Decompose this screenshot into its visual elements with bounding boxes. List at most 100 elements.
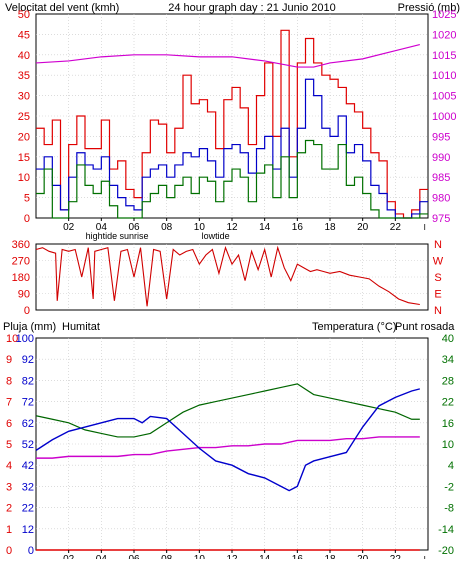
wind-y-tick-label: 40 bbox=[18, 50, 30, 62]
humidity-y-tick-label: 12 bbox=[22, 524, 34, 536]
rain-y-tick-label: 8 bbox=[6, 375, 12, 387]
pressure-y-tick-label: 985 bbox=[432, 172, 450, 184]
wind-y-tick-label: 5 bbox=[24, 193, 30, 205]
pressure-y-tick-label: 975 bbox=[432, 213, 450, 225]
rain-y-tick-label: 6 bbox=[6, 418, 12, 430]
temperature-y-tick-label: 40 bbox=[442, 333, 454, 345]
wind-y-tick-label: 10 bbox=[18, 172, 30, 184]
rain-y-tick-label: 2 bbox=[6, 503, 12, 515]
wind-tide-sun-annotation: hightide bbox=[86, 231, 118, 241]
pressure-y-tick-label: 1005 bbox=[432, 91, 456, 103]
pressure-y-tick-label: 990 bbox=[432, 152, 450, 164]
pressure-y-tick-label: 1000 bbox=[432, 111, 456, 123]
rain-y-tick-label: 9 bbox=[6, 354, 12, 366]
rain-axis-label: Pluja (mm) bbox=[3, 321, 56, 333]
climate-x-tick-label: 04 bbox=[96, 554, 108, 559]
wind-y-tick-label: 30 bbox=[18, 91, 30, 103]
humidity-y-tick-label: 52 bbox=[22, 439, 34, 451]
climate-x-tick-label: 10 bbox=[194, 554, 206, 559]
temperature-y-tick-label: 34 bbox=[442, 354, 454, 366]
wind-tide-sun-annotation: lowtide bbox=[202, 231, 230, 241]
humidity-y-tick-label: 0 bbox=[28, 545, 34, 557]
wind-minimum-series bbox=[36, 139, 428, 219]
compass-tick-label: S bbox=[434, 272, 441, 284]
pressure-y-tick-label: 1015 bbox=[432, 50, 456, 62]
temperature-y-tick-label: 4 bbox=[448, 460, 454, 472]
rain-y-tick-label: 5 bbox=[6, 439, 12, 451]
climate-x-tick-label: 20 bbox=[357, 554, 369, 559]
humidity-y-tick-label: 82 bbox=[22, 375, 34, 387]
wind-axis-label: Velocitat del vent (kmh) bbox=[5, 2, 119, 14]
wind-y-tick-label: 35 bbox=[18, 70, 30, 82]
climate-x-tick-label: 02 bbox=[63, 554, 75, 559]
wind-x-tick-label: 08 bbox=[161, 222, 173, 233]
temperature-y-tick-label: 10 bbox=[442, 439, 454, 451]
climate-now-marker: I bbox=[424, 555, 426, 559]
humidity-y-tick-label: 42 bbox=[22, 460, 34, 472]
humidity-y-tick-label: 100 bbox=[16, 333, 34, 345]
humidity-y-tick-label: 92 bbox=[22, 354, 34, 366]
wind-y-tick-label: 25 bbox=[18, 111, 30, 123]
direction-y-tick-label: 270 bbox=[12, 256, 30, 268]
humidity-series bbox=[35, 388, 421, 492]
pressure-y-tick-label: 1010 bbox=[432, 70, 456, 82]
temperature-y-tick-label: -14 bbox=[438, 524, 454, 536]
rain-y-tick-label: 1 bbox=[6, 524, 12, 536]
wind-tide-sun-annotation: sunrise bbox=[119, 231, 148, 241]
pressure-y-tick-label: 980 bbox=[432, 193, 450, 205]
chart-title: 24 hour graph day : 21 Junio 2010 bbox=[168, 2, 336, 14]
wind-x-tick-label: 04 bbox=[96, 222, 108, 233]
wind-gust-series bbox=[36, 29, 428, 219]
humidity-y-tick-label: 62 bbox=[22, 418, 34, 430]
climate-x-tick-label: 22 bbox=[390, 554, 402, 559]
pressure-y-tick-label: 1025 bbox=[432, 9, 456, 21]
temperature-series bbox=[35, 383, 420, 438]
compass-tick-label: N bbox=[434, 305, 442, 317]
wind-x-tick-label: 10 bbox=[194, 222, 206, 233]
climate-x-tick-label: 16 bbox=[292, 554, 304, 559]
direction-y-tick-label: 180 bbox=[12, 272, 30, 284]
wind-y-tick-label: 0 bbox=[24, 213, 30, 225]
wind-y-tick-label: 20 bbox=[18, 131, 30, 143]
temperature-y-tick-label: -20 bbox=[438, 545, 454, 557]
pressure-y-tick-label: 995 bbox=[432, 131, 450, 143]
humidity-y-tick-label: 22 bbox=[22, 503, 34, 515]
pressure-y-tick-label: 1020 bbox=[432, 29, 456, 41]
climate-x-tick-label: 18 bbox=[324, 554, 336, 559]
temperature-y-tick-label: 28 bbox=[442, 375, 454, 387]
humidity-y-tick-label: 72 bbox=[22, 397, 34, 409]
wind-y-tick-label: 50 bbox=[18, 9, 30, 21]
rain-y-tick-label: 3 bbox=[6, 481, 12, 493]
wind-now-marker: I bbox=[424, 223, 426, 232]
wind-x-tick-label: 06 bbox=[128, 222, 140, 233]
wind-average-series bbox=[36, 78, 428, 219]
temperature-y-tick-label: 22 bbox=[442, 397, 454, 409]
climate-x-tick-label: 14 bbox=[259, 554, 271, 559]
compass-tick-label: N bbox=[434, 239, 442, 251]
direction-y-tick-label: 360 bbox=[12, 239, 30, 251]
pressure-series bbox=[35, 44, 420, 68]
wind-x-tick-label: 22 bbox=[390, 222, 402, 233]
direction-y-tick-label: 0 bbox=[24, 305, 30, 317]
wind-y-tick-label: 45 bbox=[18, 29, 30, 41]
wind-x-tick-label: 20 bbox=[357, 222, 369, 233]
climate-x-tick-label: 06 bbox=[128, 554, 140, 559]
climate-x-tick-label: 12 bbox=[226, 554, 238, 559]
temperature-y-tick-label: -2 bbox=[444, 481, 454, 493]
temperature-y-tick-label: 16 bbox=[442, 418, 454, 430]
compass-tick-label: W bbox=[433, 256, 444, 268]
chart-panels: 0510152025303540455097598098599099510001… bbox=[6, 9, 456, 564]
wind-x-tick-label: 16 bbox=[292, 222, 304, 233]
pressure-axis-label: Pressió (mb) bbox=[398, 2, 460, 14]
climate-x-tick-label: 08 bbox=[161, 554, 173, 559]
humidity-axis-label: Humitat bbox=[62, 321, 100, 333]
rain-y-tick-label: 0 bbox=[6, 545, 12, 557]
compass-tick-label: E bbox=[434, 289, 441, 301]
wind-y-tick-label: 15 bbox=[18, 152, 30, 164]
wind-direction-series bbox=[35, 245, 420, 307]
rain-y-tick-label: 4 bbox=[6, 460, 12, 472]
wind-x-tick-label: 02 bbox=[63, 222, 75, 233]
wind-x-tick-label: 12 bbox=[226, 222, 238, 233]
